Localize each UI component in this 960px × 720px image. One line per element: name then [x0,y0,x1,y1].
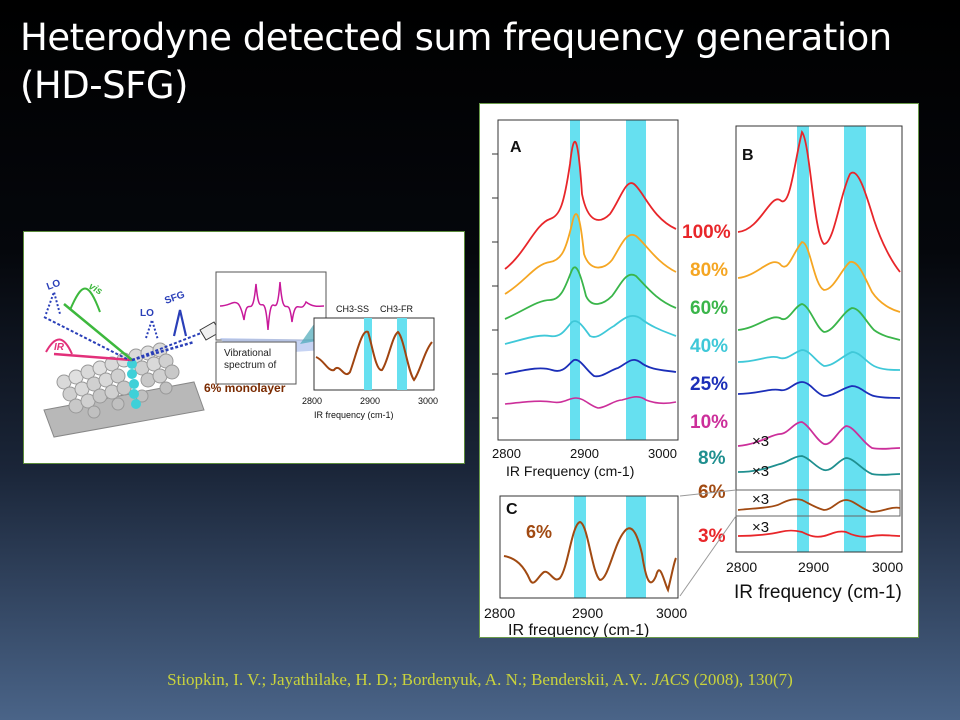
title-line-1: Heterodyne detected sum frequency genera… [20,16,892,59]
citation-rest: (2008), 130(7) [693,670,793,689]
ir-pulse [45,338,73,355]
lo-pulse-left [45,288,61,315]
hd-sfg-schematic-figure: LO vis LO SFG IR Vibrational spectrum of… [23,231,465,464]
panel-a-ticks [492,153,498,419]
panel-b-band-ss [797,126,809,552]
panel-a-frame [497,119,679,441]
zoom-connector-bottom [679,515,737,597]
panel-a-label: A [510,139,522,156]
trace-b-10 [737,421,901,450]
panel-c-tick-2900: 2900 [572,605,603,621]
vib-label-line-1: Vibrational [224,348,271,359]
pct-label-25: 25% [690,374,728,395]
pct-label-10: 10% [690,412,728,433]
label-sfg: SFG [163,289,186,306]
vis-beam [63,303,133,361]
trace-b-60 [737,303,901,341]
mini-tick-2900: 2900 [360,396,380,406]
citation-authors: Stiopkin, I. V.; Jayathilake, H. D.; Bor… [167,670,648,689]
lo-pulse-right [145,316,159,341]
sfg-pulse [172,309,188,337]
panel-c-tick-2800: 2800 [484,605,515,621]
label-lo-2: LO [140,308,154,319]
panel-a-band-ss [570,120,580,440]
panel-b-frame [735,125,903,553]
panel-a-tick-3000: 3000 [648,446,677,461]
multiplier-10: ×3 [752,433,769,450]
pct-label-3: 3% [698,526,726,547]
panel-c-tick-3000: 3000 [656,605,687,621]
multiplier-3: ×3 [752,519,769,536]
citation-journal: JACS [651,670,690,689]
label-ch3-ss: CH3-SS [336,304,369,314]
mini-x-label: IR frequency (cm-1) [314,410,394,420]
citation: Stiopkin, I. V.; Jayathilake, H. D.; Bor… [0,670,960,690]
panel-b: B ×3 ×3 ×3 ×3 2800 2900 3000 IR frequenc… [726,125,903,603]
panel-c-6pct-label: 6% [526,522,552,542]
mini-band-ss [364,318,372,390]
panel-c-frame [499,495,679,599]
mini-tick-3000: 3000 [418,396,438,406]
trace-a-10 [504,396,677,409]
panel-c-label: C [506,501,518,518]
trace-b-40 [737,349,901,371]
label-ch3-fr: CH3-FR [380,304,413,314]
trace-a-40 [504,314,677,345]
panel-c-band-fr [626,496,646,598]
panel-c-band-ss [574,496,586,598]
concentration-labels: 100% 80% 60% 40% 25% 10% 8% 6% 3% [682,222,731,547]
pct-label-60: 60% [690,298,728,319]
trace-b-80 [737,241,901,313]
trace-a-80 [504,213,677,295]
schematic-svg: LO vis LO SFG IR Vibrational spectrum of… [43,271,438,438]
panel-a: A 2800 2900 3000 IR Frequency (cm-1) [492,119,679,479]
panel-c-x-label: IR frequency (cm-1) [508,622,649,637]
trace-a-25 [504,358,677,378]
panel-b-tick-2900: 2900 [798,559,829,575]
trace-b-25 [737,381,901,399]
pct-label-80: 80% [690,260,728,281]
panel-a-x-label: IR Frequency (cm-1) [506,463,634,479]
label-vis: vis [87,281,105,298]
label-lo-1: LO [45,278,62,293]
trace-a-60 [504,266,677,320]
interferogram-trace [219,281,325,331]
panel-b-tick-3000: 3000 [872,559,903,575]
zoom-connector-top [679,489,737,497]
trace-a-100 [504,141,677,270]
panel-b-band-fr [844,126,866,552]
panel-c: C 6% 2800 2900 3000 IR frequency (cm-1) [484,495,687,639]
panel-a-band-fr [626,120,646,440]
vibrational-spectrum-callout [215,341,297,385]
trace-b-8 [737,455,901,476]
trace-b-6 [737,498,901,513]
trace-c-6 [503,520,677,593]
pct-label-40: 40% [690,336,728,357]
trace-b-100 [737,130,901,273]
pct-label-100: 100% [682,222,731,243]
vib-label-line-3: 6% monolayer [204,381,286,395]
spectra-svg: A 2800 2900 3000 IR Frequency (cm-1) 100… [484,119,903,639]
monolayer-molecules [56,342,180,419]
panel-b-tick-2800: 2800 [726,559,757,575]
hd-sfg-spectra-figure: A 2800 2900 3000 IR Frequency (cm-1) 100… [479,103,919,639]
vis-pulse [69,287,101,313]
label-ir: IR [54,342,65,353]
mini-tick-2800: 2800 [302,396,322,406]
mini-band-fr [397,318,407,390]
multiplier-8: ×3 [752,463,769,480]
panel-a-tick-2800: 2800 [492,446,521,461]
panel-a-tick-2900: 2900 [570,446,599,461]
mini-spectrum-trace [315,330,433,382]
trace-b-3 [737,529,901,538]
panel-b-6pct-box [735,489,901,517]
panel-b-x-label: IR frequency (cm-1) [734,582,902,603]
multiplier-6: ×3 [752,491,769,508]
slide-title: Heterodyne detected sum frequency genera… [20,14,950,110]
panel-b-label: B [742,147,754,164]
vib-label-line-2: spectrum of [224,360,276,371]
ir-beam [53,352,133,362]
pct-label-8: 8% [698,448,726,469]
title-line-2: (HD-SFG) [20,64,188,107]
